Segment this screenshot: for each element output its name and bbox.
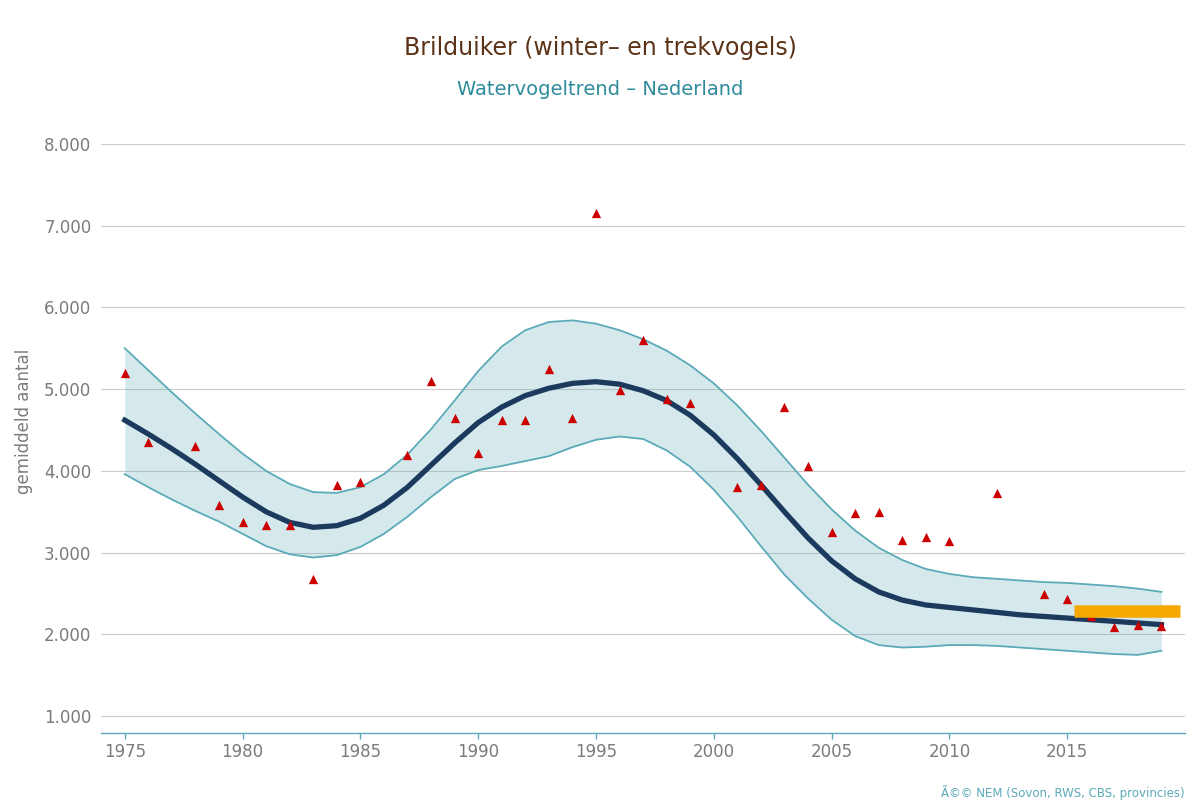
Point bbox=[115, 366, 134, 379]
Point bbox=[233, 516, 252, 529]
Point bbox=[727, 481, 746, 494]
Point bbox=[751, 478, 770, 491]
Point bbox=[468, 446, 487, 459]
Point bbox=[610, 383, 629, 396]
Point bbox=[257, 518, 276, 531]
Text: Watervogeltrend – Nederland: Watervogeltrend – Nederland bbox=[457, 80, 743, 99]
Text: Ã©© NEM (Sovon, RWS, CBS, provincies): Ã©© NEM (Sovon, RWS, CBS, provincies) bbox=[941, 786, 1186, 800]
Point bbox=[563, 411, 582, 424]
Point bbox=[680, 397, 700, 410]
Point bbox=[893, 534, 912, 546]
Point bbox=[634, 334, 653, 346]
Point bbox=[421, 374, 440, 387]
Point bbox=[280, 518, 299, 531]
Point bbox=[1081, 610, 1100, 623]
Point bbox=[775, 401, 794, 414]
Point bbox=[846, 507, 865, 520]
Point bbox=[539, 362, 558, 375]
Point bbox=[516, 414, 535, 426]
Text: Brilduiker (winter– en trekvogels): Brilduiker (winter– en trekvogels) bbox=[403, 36, 797, 60]
Point bbox=[798, 459, 817, 472]
Point bbox=[398, 448, 418, 461]
Point bbox=[986, 486, 1006, 499]
Point bbox=[304, 573, 323, 586]
Point bbox=[1152, 620, 1171, 633]
Point bbox=[869, 506, 888, 518]
Point bbox=[210, 499, 229, 512]
Point bbox=[658, 393, 677, 406]
Point bbox=[186, 440, 205, 453]
Point bbox=[822, 526, 841, 538]
Point bbox=[917, 530, 936, 543]
Point bbox=[1034, 587, 1054, 600]
Point bbox=[445, 411, 464, 424]
Point bbox=[940, 534, 959, 547]
Point bbox=[350, 476, 370, 489]
Point bbox=[1128, 618, 1147, 631]
Point bbox=[1057, 593, 1076, 606]
Y-axis label: gemiddeld aantal: gemiddeld aantal bbox=[14, 349, 32, 494]
Point bbox=[587, 207, 606, 220]
Point bbox=[139, 436, 158, 449]
Point bbox=[492, 414, 511, 426]
Point bbox=[1105, 621, 1124, 634]
Point bbox=[328, 478, 347, 491]
